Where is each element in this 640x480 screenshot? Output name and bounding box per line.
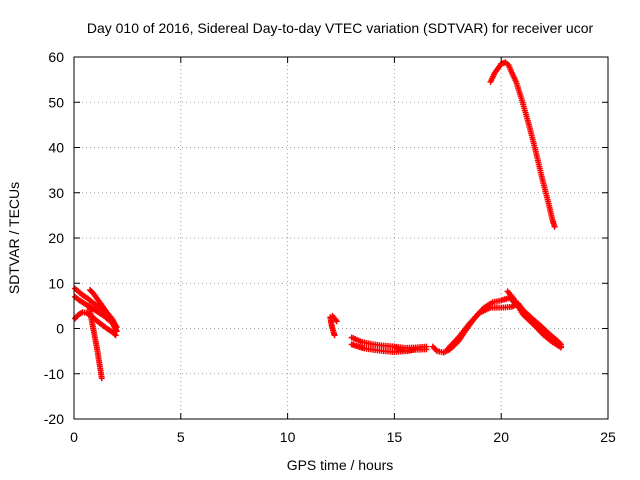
x-axis-label: GPS time / hours — [287, 457, 394, 473]
chart-title: Day 010 of 2016, Sidereal Day-to-day VTE… — [87, 20, 594, 36]
y-tick-label: 60 — [48, 49, 64, 65]
data-point — [113, 328, 120, 335]
x-tick-label: 15 — [387, 429, 403, 445]
y-tick-label: -10 — [44, 366, 64, 382]
y-tick-label: 10 — [48, 275, 64, 291]
data-point — [112, 323, 119, 330]
x-tick-label: 0 — [70, 429, 78, 445]
x-tick-label: 25 — [600, 429, 616, 445]
y-tick-label: 40 — [48, 140, 64, 156]
data-point — [111, 331, 118, 338]
data-point — [412, 345, 419, 352]
x-tick-label: 10 — [280, 429, 296, 445]
series-track-m — [504, 288, 565, 350]
y-axis-label: SDTVAR / TECUs — [6, 182, 22, 294]
data-point — [333, 318, 340, 325]
series-track-d — [85, 302, 105, 382]
series-track-e — [87, 287, 119, 330]
data-point — [423, 346, 430, 353]
data-point — [331, 332, 338, 339]
data-point — [558, 343, 565, 350]
data-point — [551, 223, 558, 230]
x-tick-label: 20 — [493, 429, 509, 445]
x-tick-label: 5 — [177, 429, 185, 445]
grid-lines — [74, 57, 608, 419]
data-point — [112, 332, 119, 339]
y-tick-label: -20 — [44, 411, 64, 427]
axis-ticks: 0 5 10 15 20 25 -20 -10 0 10 20 30 40 50 60 — [44, 49, 616, 445]
y-tick-label: 50 — [48, 94, 64, 110]
series-track-g — [329, 312, 340, 325]
y-tick-label: 0 — [56, 321, 64, 337]
data-point — [98, 375, 105, 382]
series-track-j — [391, 343, 419, 355]
y-tick-label: 30 — [48, 185, 64, 201]
series-track-l — [444, 300, 565, 352]
data-series — [72, 59, 565, 382]
series-track-n — [487, 59, 558, 230]
y-tick-label: 20 — [48, 230, 64, 246]
